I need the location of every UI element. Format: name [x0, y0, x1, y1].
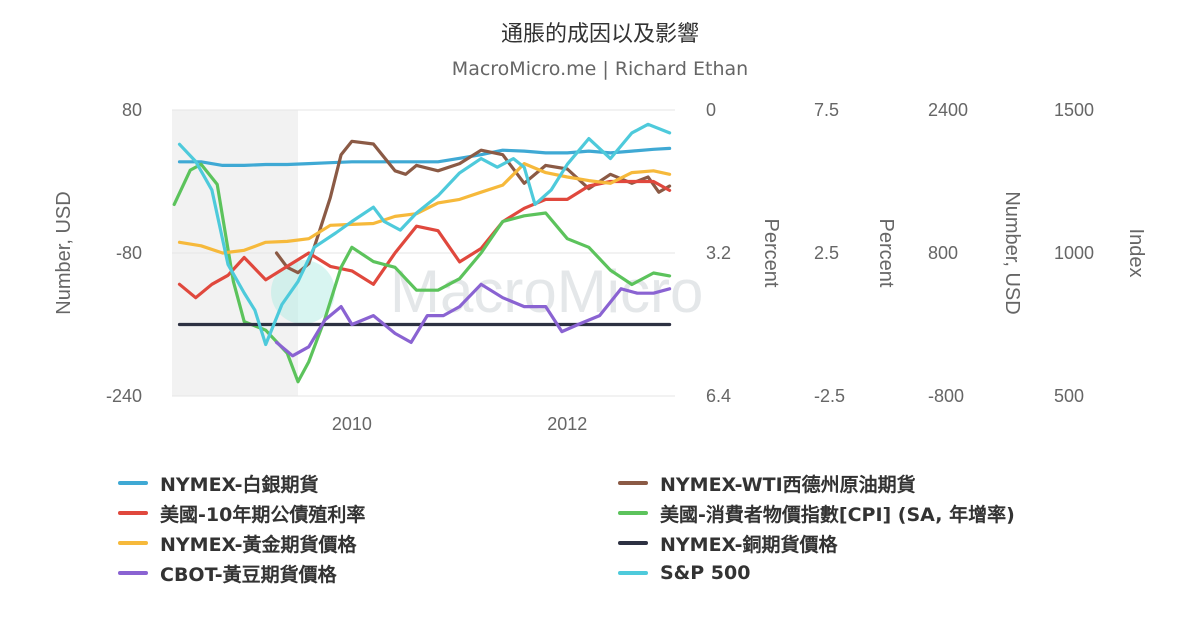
legend-swatch: [118, 541, 148, 545]
legend-swatch: [118, 511, 148, 515]
legend-item-5[interactable]: NYMEX-銅期貨價格: [618, 530, 1118, 556]
legend-item-7[interactable]: S&P 500: [618, 560, 1118, 586]
legend-item-0[interactable]: NYMEX-白銀期貨: [118, 470, 618, 496]
y-axis-title-y2: Percent: [760, 219, 782, 288]
y-tick-y3-2: -2.5: [814, 386, 845, 406]
y-tick-y2-0: 0: [706, 100, 716, 120]
x-tick-0: 2010: [332, 414, 372, 434]
legend-item-1[interactable]: NYMEX-WTI西德州原油期貨: [618, 470, 1118, 496]
legend-swatch: [118, 481, 148, 485]
series-line-7: [177, 122, 672, 347]
series-line-0: [177, 146, 672, 167]
x-tick-1: 2012: [547, 414, 587, 434]
series-line-6: [274, 282, 672, 358]
y-tick-y2-2: 6.4: [706, 386, 731, 406]
chart-subtitle: MacroMicro.me | Richard Ethan: [451, 58, 749, 80]
legend-label: NYMEX-WTI西德州原油期貨: [660, 473, 916, 496]
legend-label: 美國-10年期公債殖利率: [160, 503, 366, 526]
legend-item-3[interactable]: 美國-消費者物價指數[CPI] (SA, 年增率): [618, 500, 1118, 526]
legend-label: NYMEX-白銀期貨: [160, 473, 319, 496]
legend-swatch: [618, 511, 648, 515]
legend-label: NYMEX-黃金期貨價格: [160, 533, 357, 556]
y-tick-y4-1: 800: [928, 243, 958, 263]
y-tick-y2-1: 3.2: [706, 243, 731, 263]
legend-swatch: [618, 571, 648, 575]
legend-item-6[interactable]: CBOT-黃豆期貨價格: [118, 560, 618, 586]
legend-item-2[interactable]: 美國-10年期公債殖利率: [118, 500, 618, 526]
y-tick-y5-1: 1000: [1054, 243, 1094, 263]
y-tick-y1-2: -240: [106, 386, 142, 406]
y-tick-y5-0: 1500: [1054, 100, 1094, 120]
legend-label: CBOT-黃豆期貨價格: [160, 563, 337, 586]
series-line-2: [177, 179, 672, 300]
y-axis-title-y4: Number, USD: [1001, 191, 1023, 314]
watermark-text: MacroMicro: [390, 258, 703, 325]
y-axis-title-y1: Number, USD: [53, 191, 75, 314]
y-tick-y4-0: 2400: [928, 100, 968, 120]
chart-title: 通脹的成因以及影響: [500, 22, 699, 47]
y-tick-y1-0: 80: [122, 100, 142, 120]
chart-plot: MacroMicro 80 -80 -240 Number, USD 0 3.2 6.4 Pe…: [53, 100, 1147, 434]
legend-label: NYMEX-銅期貨價格: [660, 533, 838, 556]
chart-legend: NYMEX-白銀期貨 NYMEX-WTI西德州原油期貨美國-10年期公債殖利率 美國…: [118, 470, 1118, 586]
y-axis-title-y5: Index: [1125, 229, 1147, 278]
y-tick-y1-1: -80: [116, 243, 142, 263]
series-line-4: [177, 162, 672, 255]
series-line-3: [172, 162, 672, 384]
y-tick-y5-2: 500: [1054, 386, 1084, 406]
y-tick-y3-1: 2.5: [814, 243, 839, 263]
legend-swatch: [618, 481, 648, 485]
y-tick-y4-2: -800: [928, 386, 964, 406]
legend-label: 美國-消費者物價指數[CPI] (SA, 年增率): [660, 503, 1015, 526]
legend-swatch: [618, 541, 648, 545]
legend-item-4[interactable]: NYMEX-黃金期貨價格: [118, 530, 618, 556]
watermark-logo-icon: [271, 260, 335, 324]
y-tick-y3-0: 7.5: [814, 100, 839, 120]
y-axis-title-y3: Percent: [875, 219, 897, 288]
legend-label: S&P 500: [660, 562, 751, 584]
legend-swatch: [118, 571, 148, 575]
